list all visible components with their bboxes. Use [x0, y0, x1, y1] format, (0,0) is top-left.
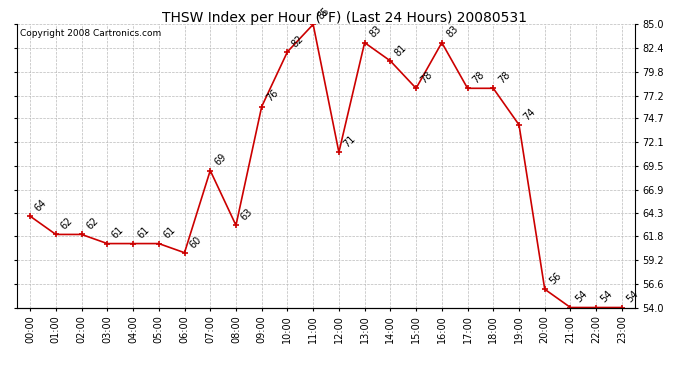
Text: 78: 78 — [419, 70, 435, 86]
Text: 63: 63 — [239, 207, 255, 222]
Text: 54: 54 — [624, 289, 640, 305]
Text: THSW Index per Hour (°F) (Last 24 Hours) 20080531: THSW Index per Hour (°F) (Last 24 Hours)… — [163, 11, 527, 25]
Text: 78: 78 — [496, 70, 512, 86]
Text: 85: 85 — [316, 6, 332, 22]
Text: 62: 62 — [84, 216, 100, 232]
Text: 83: 83 — [367, 24, 383, 40]
Text: 69: 69 — [213, 152, 229, 168]
Text: Copyright 2008 Cartronics.com: Copyright 2008 Cartronics.com — [20, 28, 161, 38]
Text: 64: 64 — [33, 198, 48, 213]
Text: 61: 61 — [161, 225, 177, 241]
Text: 71: 71 — [342, 134, 357, 150]
Text: 62: 62 — [59, 216, 75, 232]
Text: 82: 82 — [290, 33, 306, 49]
Text: 78: 78 — [471, 70, 486, 86]
Text: 83: 83 — [444, 24, 460, 40]
Text: 60: 60 — [187, 234, 203, 250]
Text: 56: 56 — [548, 271, 563, 286]
Text: 74: 74 — [522, 106, 538, 122]
Text: 81: 81 — [393, 42, 409, 58]
Text: 54: 54 — [599, 289, 615, 305]
Text: 61: 61 — [110, 225, 126, 241]
Text: 76: 76 — [264, 88, 280, 104]
Text: 54: 54 — [573, 289, 589, 305]
Text: 61: 61 — [136, 225, 152, 241]
